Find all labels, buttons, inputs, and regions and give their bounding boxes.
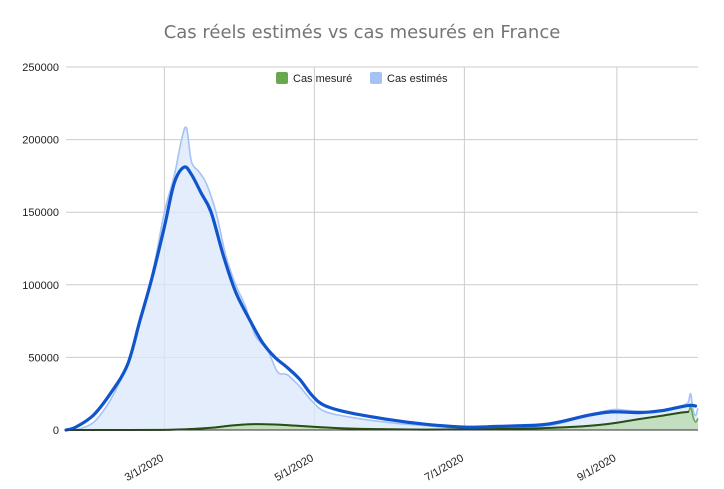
legend-label: Cas mesuré [293,73,352,85]
y-tick-label: 50000 [28,352,59,364]
area-layer [66,127,698,431]
x-tick-label: 9/1/2020 [575,452,618,484]
trend-line [64,165,698,432]
chart-title: Cas réels estimés vs cas mesurés en Fran… [164,22,561,43]
x-tick-label: 3/1/2020 [123,452,166,484]
y-tick-label: 200000 [22,135,59,147]
y-tick-label: 150000 [22,207,59,219]
y-tick-label: 0 [53,425,59,437]
series-area [66,406,698,430]
x-tick-label: 5/1/2020 [273,452,316,484]
y-tick-label: 100000 [22,280,59,292]
line-layer [64,126,699,432]
series-area [66,127,698,431]
x-tick-label: 7/1/2020 [423,452,466,484]
legend-label: Cas estimés [387,73,448,85]
legend: Cas mesuré Cas estimés [276,72,448,85]
legend-swatch [276,72,288,84]
legend-swatch [370,72,382,84]
trend-line [65,410,690,431]
y-tick-label: 250000 [22,62,59,74]
